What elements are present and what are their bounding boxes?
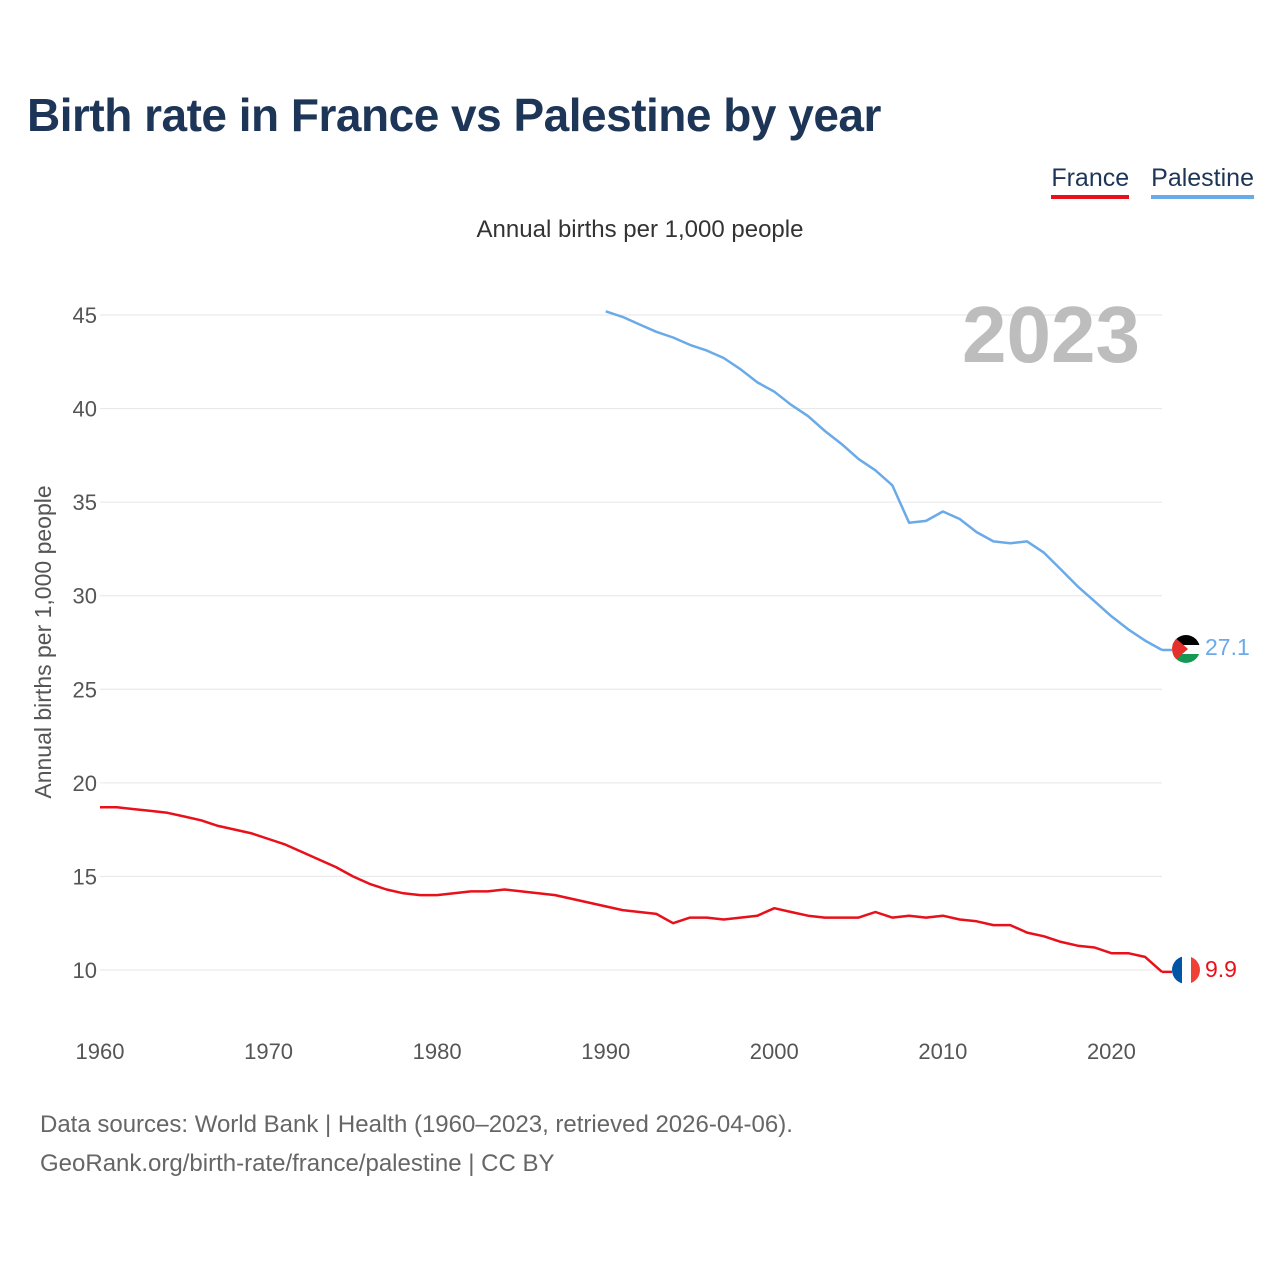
y-tick-label: 25 <box>73 677 97 702</box>
x-tick-label: 1960 <box>76 1039 125 1064</box>
y-axis-ticks: 10 15 20 25 30 35 40 45 <box>73 303 97 983</box>
series-lines <box>100 310 1172 974</box>
chart-title: Birth rate in France vs Palestine by yea… <box>27 89 881 141</box>
data-source-note: Data sources: World Bank | Health (1960–… <box>40 1111 793 1138</box>
chart-subtitle: Annual births per 1,000 people <box>476 216 804 243</box>
france-flag-icon <box>1172 956 1200 984</box>
palestine-end-value: 27.1 <box>1205 634 1250 660</box>
grid-lines <box>100 314 1162 971</box>
legend-item-palestine[interactable]: Palestine <box>1151 164 1254 199</box>
y-tick-label: 15 <box>73 864 97 889</box>
france-end-value: 9.9 <box>1205 956 1237 982</box>
x-axis-ticks: 1960 1970 1980 1990 2000 2010 2020 <box>76 1039 1136 1064</box>
series-line-france[interactable] <box>100 805 1163 973</box>
y-tick-label: 20 <box>73 771 97 796</box>
x-tick-label: 1990 <box>581 1039 630 1064</box>
source-link[interactable]: GeoRank.org/birth-rate/france/palestine … <box>40 1150 555 1177</box>
legend: France Palestine <box>1051 164 1254 199</box>
palestine-flag-icon <box>1172 635 1200 663</box>
footer: Data sources: World Bank | Health (1960–… <box>40 1105 793 1183</box>
legend-item-france[interactable]: France <box>1051 164 1130 199</box>
y-axis-label: Annual births per 1,000 people <box>30 485 56 798</box>
y-tick-label: 40 <box>73 397 97 422</box>
x-tick-label: 2010 <box>918 1039 967 1064</box>
y-tick-label: 30 <box>73 584 97 609</box>
y-tick-label: 35 <box>73 490 97 515</box>
current-year-label: 2023 <box>962 290 1140 379</box>
x-tick-label: 1980 <box>413 1039 462 1064</box>
y-tick-label: 10 <box>73 958 97 983</box>
x-tick-label: 2000 <box>750 1039 799 1064</box>
y-tick-label: 45 <box>73 303 97 328</box>
x-tick-label: 1970 <box>244 1039 293 1064</box>
series-line-palestine[interactable] <box>605 310 1163 652</box>
x-tick-label: 2020 <box>1087 1039 1136 1064</box>
